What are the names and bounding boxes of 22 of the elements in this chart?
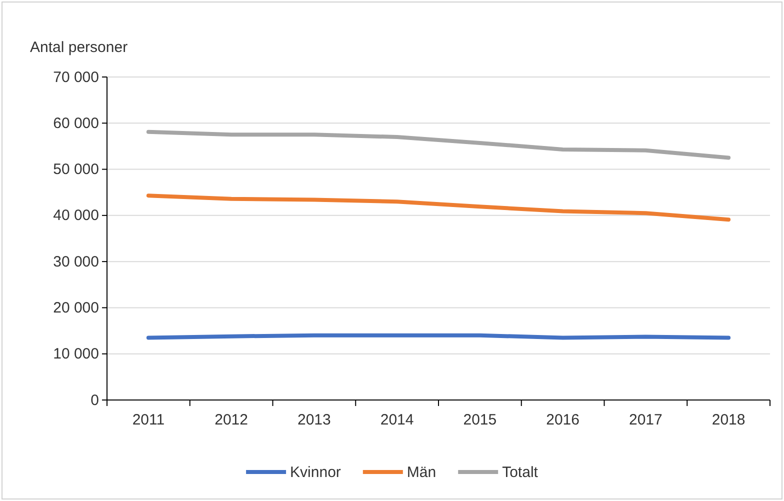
y-tick-label: 60 000 — [53, 114, 99, 132]
x-tick-label: 2011 — [132, 412, 165, 429]
y-tick-label: 40 000 — [53, 207, 99, 224]
legend-label: Totalt — [502, 464, 539, 481]
y-tick-label: 70 000 — [53, 68, 99, 86]
x-tick-label: 2014 — [380, 412, 414, 429]
line-series — [146, 130, 731, 160]
y-tick-label: 20 000 — [53, 300, 99, 317]
legend-label: Män — [406, 464, 436, 481]
y-axis-title: Antal personer — [30, 39, 128, 56]
y-tick-label: 10 000 — [53, 346, 99, 363]
x-tick-label: 2017 — [629, 412, 662, 429]
legend-label: Kvinnor — [290, 464, 341, 481]
y-tick-label: 50 000 — [53, 161, 99, 178]
line-series — [146, 194, 731, 222]
x-tick-label: 2018 — [712, 412, 746, 429]
y-tick-label: 30 000 — [53, 253, 99, 270]
y-tick-label: 0 — [90, 392, 99, 409]
x-tick-label: 2016 — [546, 412, 580, 429]
x-tick-label: 2012 — [214, 412, 248, 429]
x-tick-label: 2015 — [463, 412, 497, 429]
x-tick-label: 2013 — [298, 412, 331, 429]
